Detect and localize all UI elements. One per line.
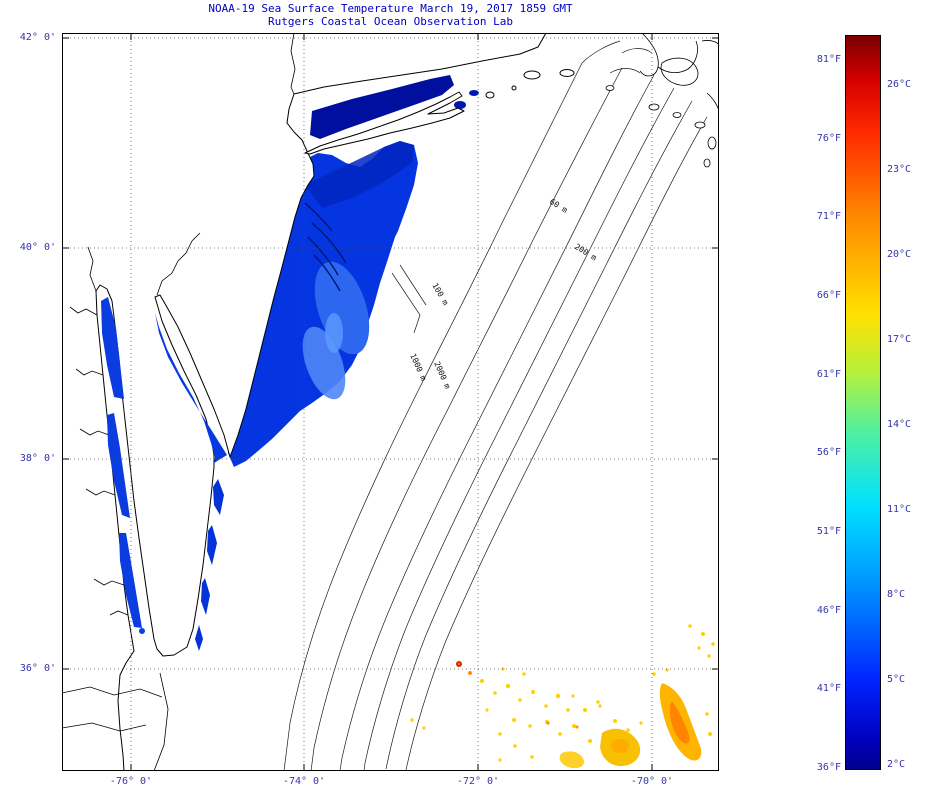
colorbar-f-label-36: 36°F: [816, 762, 841, 773]
rivers: [61, 32, 296, 772]
colorbar-f-label-51: 51°F: [816, 526, 841, 537]
colorbar-f-label-76: 76°F: [816, 133, 841, 144]
contour-label-100m: 100 m: [430, 282, 450, 308]
contour-labels: 60 m 200 m 100 m 1000 m 2000 m: [408, 197, 598, 390]
lat-tick-label-42: 42° 0': [19, 32, 56, 43]
colorbar-f-label-41: 41°F: [816, 683, 841, 694]
contour-label-200m: 200 m: [573, 242, 598, 262]
nantucket: [559, 69, 575, 77]
mainland: [61, 32, 547, 772]
lon-tick-label-74: -74° 0': [282, 776, 326, 787]
colorbar-c-label-11: 11°C: [887, 504, 912, 515]
colorbar-f-label-66: 66°F: [816, 290, 841, 301]
sst-cold-water: [195, 75, 479, 651]
colorbar-f-label-46: 46°F: [816, 605, 841, 616]
sst-chesapeake-bay: [101, 297, 145, 634]
estuary-cold-water: [101, 297, 227, 634]
colorbar-c-label-8: 8°C: [887, 589, 906, 600]
figure-title: NOAA-19 Sea Surface Temperature March 19…: [208, 2, 573, 15]
hudson-river: [290, 32, 296, 95]
lat-tick-label-38: 38° 0': [19, 453, 56, 464]
lon-tick-label-70: -70° 0': [630, 776, 674, 787]
map-plot: 60 m 200 m 100 m 1000 m 2000 m: [61, 32, 720, 772]
contour-label-60m: 60 m: [548, 197, 569, 215]
colorbar-f-label-81: 81°F: [816, 54, 841, 65]
carolina-sounds: [61, 686, 163, 698]
sst-delaware-bay: [155, 313, 227, 463]
bathymetry-contours: [283, 40, 708, 772]
marthas-vineyard: [523, 70, 541, 80]
map-border: [62, 33, 719, 771]
colorbar-c-label-5: 5°C: [887, 674, 906, 685]
lat-tick-label-40: 40° 0': [19, 242, 56, 253]
colorbar-c-label-23: 23°C: [887, 164, 912, 175]
colorbar-c-label-14: 14°C: [887, 419, 912, 430]
lon-tick-label-76: -76° 0': [109, 776, 153, 787]
delaware-river: [156, 232, 201, 296]
contour-label-2000m: 2000 m: [432, 360, 452, 390]
map-svg: 60 m 200 m 100 m 1000 m 2000 m: [61, 32, 720, 772]
cape-cod-shoals: [639, 32, 720, 112]
colorbar-c-label-2: 2°C: [887, 759, 906, 770]
contour-label-1000m: 1000 m: [408, 352, 428, 382]
colorbar-gradient: [846, 36, 880, 769]
land-coastline: [61, 32, 547, 772]
colorbar: [845, 35, 881, 770]
grid-lines: [62, 33, 719, 771]
sst-warm-patches: [410, 624, 715, 769]
lon-tick-label-72: -72° 0': [456, 776, 500, 787]
sst-nj-shelf-dark-top: [305, 141, 414, 208]
sst-delmarva-strip: [195, 479, 224, 651]
colorbar-c-label-17: 17°C: [887, 334, 912, 345]
block-island: [485, 91, 495, 99]
plot-border-ticks: [62, 33, 719, 771]
sst-long-island-sound: [310, 75, 454, 139]
long-island: [304, 91, 465, 155]
colorbar-c-label-26: 26°C: [887, 79, 912, 90]
colorbar-f-label-61: 61°F: [816, 369, 841, 380]
lat-tick-label-36: 36° 0': [19, 663, 56, 674]
figure-subtitle: Rutgers Coastal Ocean Observation Lab: [267, 15, 514, 28]
colorbar-c-label-20: 20°C: [887, 249, 912, 260]
susquehanna-river: [87, 246, 97, 292]
colorbar-f-label-56: 56°F: [816, 447, 841, 458]
colorbar-f-label-71: 71°F: [816, 211, 841, 222]
islands: [304, 32, 720, 168]
